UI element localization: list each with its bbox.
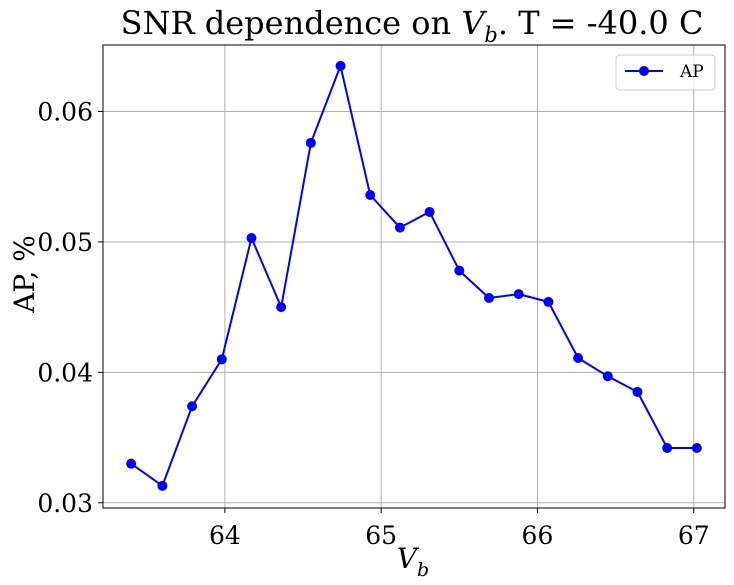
data-point	[305, 137, 316, 148]
chart-title: SNR dependence on Vb. T = -40.0 C	[121, 4, 704, 47]
chart-title-suffix: . T = -40.0 C	[498, 4, 704, 42]
data-point	[216, 354, 227, 365]
data-point	[157, 480, 168, 491]
x-tick-label: 64	[209, 521, 241, 550]
data-point	[454, 265, 465, 276]
axis-ticks: 64 65 66 67 0.03 0.04 0.05 0.06	[37, 98, 709, 550]
data-point	[246, 233, 257, 244]
y-tick-label: 0.03	[37, 489, 93, 518]
y-tick-label: 0.06	[37, 98, 93, 127]
chart-title-prefix: SNR dependence on	[121, 4, 462, 42]
data-point	[662, 443, 673, 454]
legend: AP	[615, 54, 716, 91]
data-point	[394, 222, 405, 233]
x-tick-label: 67	[678, 521, 710, 550]
series-layer	[126, 60, 702, 491]
legend-marker	[639, 66, 649, 76]
x-axis-label-var: V	[397, 542, 420, 575]
legend-box	[615, 54, 716, 91]
data-point	[602, 371, 613, 382]
y-axis-label: AP, %	[8, 235, 41, 314]
data-point	[187, 401, 198, 412]
grid	[103, 45, 725, 508]
data-point	[573, 353, 584, 364]
data-point	[543, 296, 554, 307]
plot-frame	[102, 44, 726, 509]
x-axis-label-sub: b	[417, 559, 429, 581]
data-point	[632, 386, 643, 397]
y-tick-label: 0.04	[37, 358, 93, 387]
data-point	[513, 289, 524, 300]
data-point	[484, 293, 495, 304]
data-point	[335, 60, 346, 71]
chart-title-sub: b	[484, 23, 497, 47]
data-point	[276, 302, 287, 313]
data-point	[365, 189, 376, 200]
series-line-ap	[130, 64, 697, 487]
y-tick-label: 0.05	[37, 228, 93, 257]
chart-title-var: V	[461, 4, 487, 42]
data-point	[691, 443, 702, 454]
data-point	[424, 206, 435, 217]
x-axis-label: Vb	[397, 542, 429, 581]
legend-label-ap: AP	[679, 62, 704, 82]
x-tick-label: 66	[522, 521, 554, 550]
x-tick-label: 65	[365, 521, 397, 550]
data-point	[126, 458, 137, 469]
